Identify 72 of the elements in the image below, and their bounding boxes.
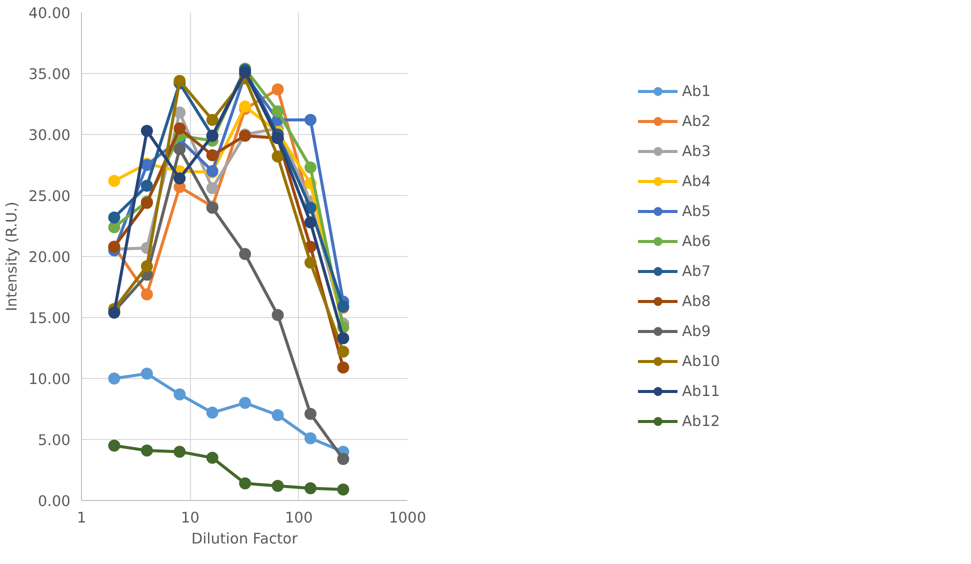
- x-axis-title: Dilution Factor: [191, 530, 299, 548]
- legend-label: Ab1: [682, 82, 711, 100]
- point: [140, 288, 153, 300]
- point: [206, 149, 218, 162]
- point: [206, 182, 218, 194]
- point: [337, 346, 350, 358]
- point: [108, 372, 120, 384]
- point: [174, 106, 186, 119]
- legend-label: Ab7: [682, 262, 711, 280]
- point: [239, 66, 252, 78]
- x-tick-label: 1000: [388, 510, 426, 526]
- point: [304, 161, 316, 174]
- y-tick-label: 20.00: [28, 249, 71, 266]
- x-tick-label: 1: [76, 510, 86, 526]
- legend-label: Ab10: [682, 352, 720, 370]
- legend-label: Ab5: [682, 202, 711, 220]
- legend-label: Ab9: [682, 322, 711, 340]
- point: [174, 172, 186, 184]
- y-axis-title: Intensity (R.U.): [4, 202, 21, 312]
- point: [272, 105, 284, 118]
- point: [337, 453, 350, 466]
- point: [272, 83, 284, 96]
- point: [108, 174, 120, 187]
- y-tick-label: 15.00: [28, 310, 71, 327]
- point: [337, 484, 350, 496]
- point: [108, 221, 120, 234]
- legend-label: Ab4: [682, 172, 711, 190]
- point: [239, 477, 252, 490]
- point: [174, 143, 186, 156]
- y-tick-label: 10.00: [28, 371, 71, 388]
- point: [239, 396, 252, 409]
- point: [304, 114, 316, 126]
- point: [239, 248, 252, 260]
- point: [304, 482, 316, 494]
- point: [174, 122, 186, 134]
- point: [140, 260, 153, 272]
- y-tick-label: 5.00: [38, 432, 71, 449]
- point: [337, 362, 350, 374]
- legend-label: Ab11: [682, 382, 720, 400]
- point: [108, 211, 120, 224]
- point: [206, 406, 218, 419]
- y-tick-label: 40.00: [28, 5, 71, 22]
- point: [140, 444, 153, 456]
- legend-label: Ab3: [682, 142, 711, 160]
- x-tick-label: 10: [180, 510, 200, 526]
- legend-label: Ab6: [682, 232, 711, 250]
- point: [140, 180, 153, 192]
- point: [304, 408, 316, 420]
- point: [272, 409, 284, 422]
- legend-label: Ab2: [682, 112, 711, 130]
- point: [108, 440, 120, 452]
- y-tick-label: 30.00: [28, 127, 71, 144]
- point: [337, 332, 350, 344]
- point: [304, 216, 316, 228]
- point: [140, 368, 153, 380]
- point: [304, 256, 316, 269]
- legend-label: Ab8: [682, 292, 711, 310]
- point: [206, 114, 218, 126]
- point: [304, 432, 316, 444]
- y-tick-label: 0.00: [38, 493, 71, 510]
- point: [239, 100, 252, 112]
- point: [272, 150, 284, 162]
- point: [174, 446, 186, 458]
- point: [174, 388, 186, 400]
- point: [272, 309, 284, 322]
- point: [140, 124, 153, 137]
- point: [206, 452, 218, 464]
- point: [272, 480, 284, 492]
- y-tick-label: 25.00: [28, 188, 71, 205]
- legend-label: Ab12: [682, 412, 720, 430]
- x-tick-label: 100: [284, 510, 313, 526]
- y-tick-label: 35.00: [28, 66, 71, 83]
